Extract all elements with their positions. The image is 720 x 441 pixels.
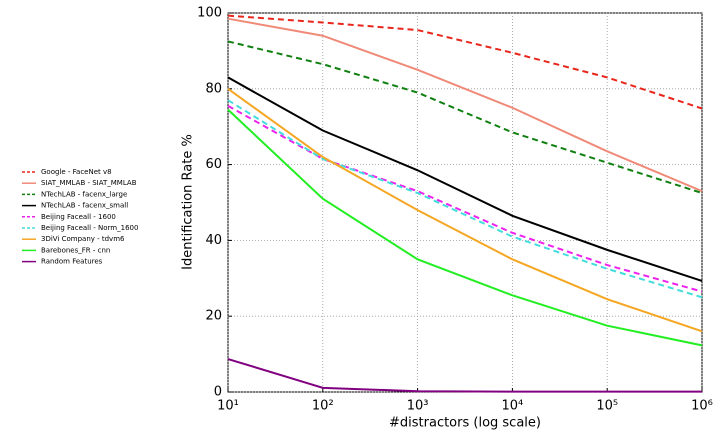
series-line (227, 40, 703, 194)
y-tick-label: 80 (205, 81, 222, 96)
legend-label: SIAT_MMLAB - SIAT_MMLAB (41, 179, 137, 187)
series-line (227, 87, 703, 333)
x-tick-label: 10⁴ (502, 399, 524, 414)
y-tick-label: 40 (205, 233, 222, 248)
x-tick-label: 10⁵ (596, 399, 618, 414)
legend-label: NTechLAB - facenx_small (41, 202, 128, 210)
legend-label: Google - FaceNet v8 (41, 168, 112, 176)
series-line (227, 99, 703, 299)
legend-label: Random Features (41, 258, 103, 266)
series-line (227, 14, 703, 110)
x-tick-label: 10⁶ (691, 399, 713, 414)
legend-label: NTechLAB - facenx_large (41, 190, 127, 198)
series-line (227, 358, 702, 393)
y-tick-label: 100 (197, 6, 222, 21)
x-tick-label: 10² (312, 399, 334, 414)
x-tick-label: 10¹ (217, 399, 239, 414)
series-line (227, 104, 703, 293)
series-line (227, 76, 703, 282)
y-tick-label: 0 (214, 385, 222, 400)
series-line (227, 108, 703, 347)
plot-frame (227, 12, 703, 393)
legend-label: 3DiVi Company - tdvm6 (41, 235, 125, 243)
legend-label: Beijing Faceall - Norm_1600 (41, 224, 138, 232)
series-line (227, 17, 703, 193)
legend-label: Beijing Faceall - 1600 (41, 213, 116, 221)
legend-label: Barebones_FR - cnn (41, 246, 110, 254)
y-axis-title: Identification Rate % (181, 134, 196, 270)
x-axis-title: #distractors (log scale) (389, 416, 541, 431)
y-tick-label: 60 (205, 157, 222, 172)
x-tick-label: 10³ (407, 399, 429, 414)
y-tick-label: 20 (205, 309, 222, 324)
